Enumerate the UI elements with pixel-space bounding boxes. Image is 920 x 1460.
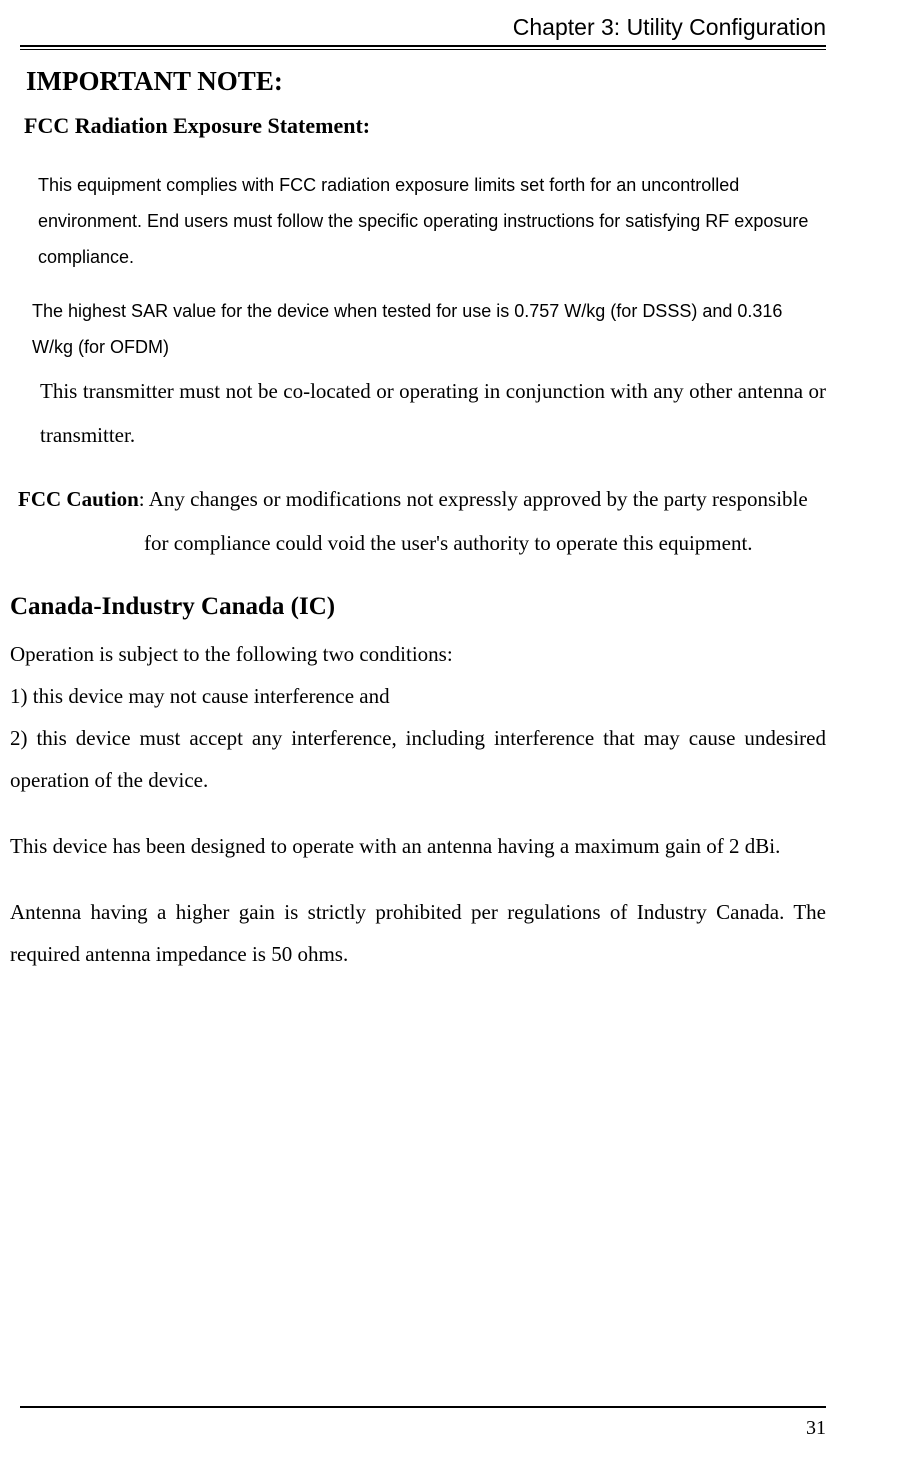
heading-fcc-radiation: FCC Radiation Exposure Statement: (24, 113, 826, 139)
paragraph-ic-cond1: 1) this device may not cause interferenc… (10, 675, 826, 717)
page-number: 31 (806, 1417, 826, 1440)
paragraph-antenna-impedance: Antenna having a higher gain is strictly… (10, 891, 826, 975)
fcc-caution-label: FCC Caution (18, 487, 139, 511)
heading-important-note: IMPORTANT NOTE: (26, 66, 826, 97)
paragraph-fcc-caution: FCC Caution: Any changes or modification… (18, 477, 826, 565)
paragraph-ic-conditions: Operation is subject to the following tw… (10, 633, 826, 675)
paragraph-antenna-gain: This device has been designed to operate… (10, 825, 826, 867)
paragraph-compliance: This equipment complies with FCC radiati… (38, 167, 826, 275)
content: IMPORTANT NOTE: FCC Radiation Exposure S… (10, 50, 826, 975)
paragraph-ic-cond2: 2) this device must accept any interfere… (10, 717, 826, 801)
fcc-caution-line2: for compliance could void the user's aut… (18, 521, 826, 565)
chapter-header: Chapter 3: Utility Configuration (20, 14, 826, 41)
heading-canada-ic: Canada-Industry Canada (IC) (10, 593, 826, 621)
footer-rule (20, 1406, 826, 1408)
paragraph-sar: The highest SAR value for the device whe… (32, 293, 826, 365)
page: Chapter 3: Utility Configuration IMPORTA… (0, 0, 920, 1460)
paragraph-transmitter: This transmitter must not be co-located … (40, 369, 826, 457)
fcc-caution-line1: : Any changes or modifications not expre… (139, 487, 808, 511)
